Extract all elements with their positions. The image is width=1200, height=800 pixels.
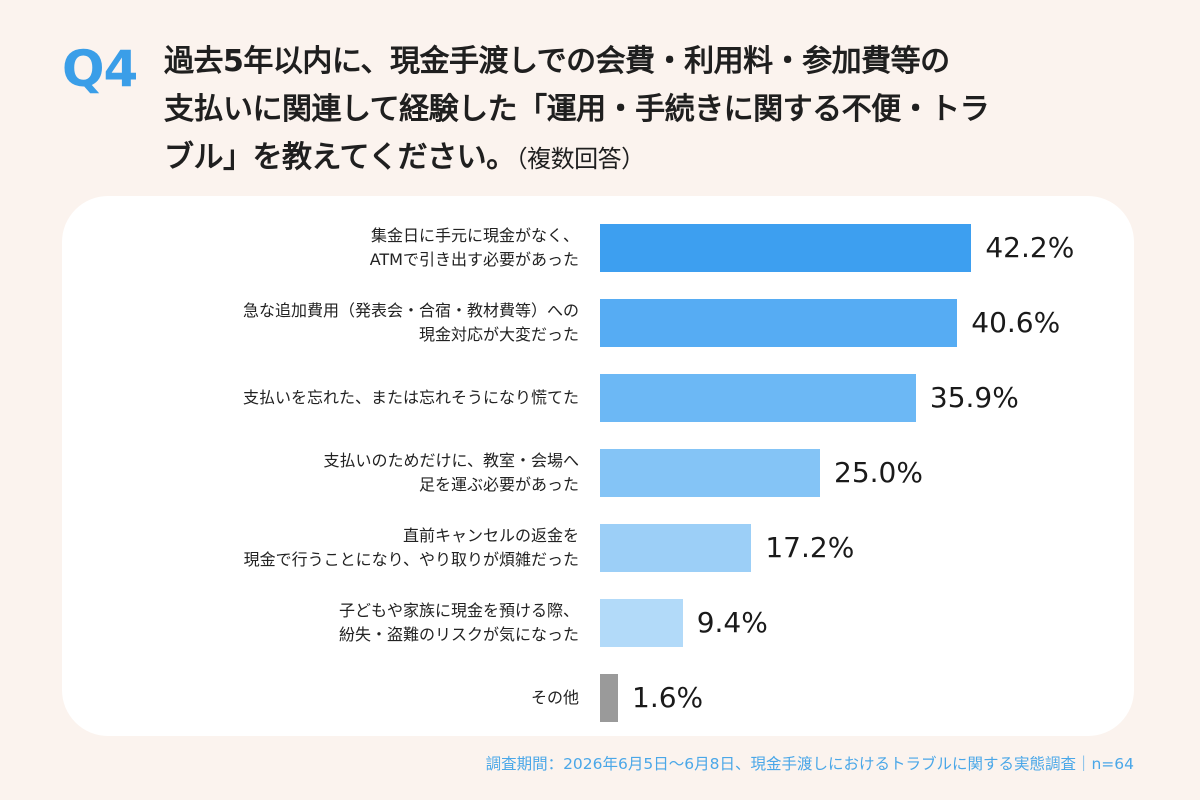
title-note: （複数回答） — [515, 145, 646, 173]
value-label: 35.9% — [929, 381, 1019, 414]
category-label-line: 支払いのためだけに、教室・会場へ — [323, 451, 579, 470]
bar-chart: 集金日に手元に現金がなく、 ATMで引き出す必要があった 42.2% 急な追加費用（発… — [62, 224, 1134, 749]
question-title: 過去5年以内に、現金手渡しでの会費・利用料・参加費等の 支払いに関連して経験した… — [164, 38, 1154, 183]
category-label-text: 集金日に手元に現金がなく、 ATMで引き出す必要があった — [370, 224, 579, 272]
bar — [600, 674, 618, 722]
category-label-line: 紛失・盗難のリスクが気になった — [338, 625, 579, 644]
value-label: 1.6% — [632, 681, 704, 714]
bar — [600, 224, 972, 272]
title-line-3-text: ブル」を教えてください。 — [164, 140, 516, 175]
category-label-line: 急な追加費用（発表会・合宿・教材費等）への — [242, 301, 579, 320]
bar-row: 支払いを忘れた、または忘れそうになり慌てた 35.9% — [62, 374, 1134, 449]
category-label-line: 支払いを忘れた、または忘れそうになり慌てた — [242, 388, 579, 407]
bar — [600, 449, 820, 497]
title-line-1: 過去5年以内に、現金手渡しでの会費・利用料・参加費等の — [164, 44, 950, 79]
category-label-line: その他 — [530, 688, 579, 707]
category-label: 支払いを忘れた、または忘れそうになり慌てた — [59, 374, 579, 422]
category-label-line: 足を運ぶ必要があった — [418, 475, 579, 494]
bar — [600, 374, 916, 422]
title-line-2: 支払いに関連して経験した「運用・手続きに関する不便・トラ — [164, 92, 990, 127]
category-label-text: 支払いのためだけに、教室・会場へ足を運ぶ必要があった — [323, 449, 579, 497]
bar-row: 支払いのためだけに、教室・会場へ足を運ぶ必要があった 25.0% — [62, 449, 1134, 524]
category-label: 支払いのためだけに、教室・会場へ足を運ぶ必要があった — [59, 449, 579, 497]
category-label-text: 子どもや家族に現金を預ける際、 紛失・盗難のリスクが気になった — [339, 599, 579, 647]
value-label: 40.6% — [971, 306, 1061, 339]
value-label: 42.2% — [985, 231, 1075, 264]
bar — [600, 599, 683, 647]
category-label-line: ATMで引き出す必要があった — [369, 250, 579, 269]
value-label: 17.2% — [765, 531, 855, 564]
bar-row: 急な追加費用（発表会・合宿・教材費等）への現金対応が大変だった 40.6% — [62, 299, 1134, 374]
bar — [600, 524, 752, 572]
category-label: 集金日に手元に現金がなく、 ATMで引き出す必要があった — [59, 224, 579, 272]
bar-row: 集金日に手元に現金がなく、 ATMで引き出す必要があった 42.2% — [62, 224, 1134, 299]
category-label-text: 急な追加費用（発表会・合宿・教材費等）への現金対応が大変だった — [243, 299, 579, 347]
bar-row: 子どもや家族に現金を預ける際、 紛失・盗難のリスクが気になった 9.4% — [62, 599, 1134, 674]
category-label-text: その他 — [531, 686, 579, 710]
category-label-line: 現金で行うことになり、やり取りが煩雑だった — [243, 550, 579, 569]
category-label-text: 直前キャンセルの返金を現金で行うことになり、やり取りが煩雑だった — [244, 524, 579, 572]
bar-row: 直前キャンセルの返金を現金で行うことになり、やり取りが煩雑だった 17.2% — [62, 524, 1134, 599]
category-label: 子どもや家族に現金を預ける際、 紛失・盗難のリスクが気になった — [59, 599, 579, 647]
question-number: Q4 — [62, 40, 138, 98]
value-label: 9.4% — [696, 606, 768, 639]
category-label: 直前キャンセルの返金を現金で行うことになり、やり取りが煩雑だった — [59, 524, 579, 572]
title-line-3: ブル」を教えてください。（複数回答） — [164, 134, 1154, 183]
category-label: その他 — [59, 674, 579, 722]
survey-footnote: 調査期間：2026年6月5日～6月8日、現金手渡しにおけるトラブルに関する実態調… — [485, 755, 1134, 773]
bar-row: その他 1.6% — [62, 674, 1134, 749]
bar — [600, 299, 958, 347]
category-label-line: 現金対応が大変だった — [418, 325, 579, 344]
value-label: 25.0% — [834, 456, 923, 489]
category-label: 急な追加費用（発表会・合宿・教材費等）への現金対応が大変だった — [59, 299, 579, 347]
category-label-line: 集金日に手元に現金がなく、 — [370, 226, 579, 245]
category-label-text: 支払いを忘れた、または忘れそうになり慌てた — [243, 386, 579, 410]
chart-card: 集金日に手元に現金がなく、 ATMで引き出す必要があった 42.2% 急な追加費用（発… — [62, 196, 1134, 736]
category-label-line: 子どもや家族に現金を預ける際、 — [338, 601, 579, 620]
category-label-line: 直前キャンセルの返金を — [402, 526, 579, 545]
